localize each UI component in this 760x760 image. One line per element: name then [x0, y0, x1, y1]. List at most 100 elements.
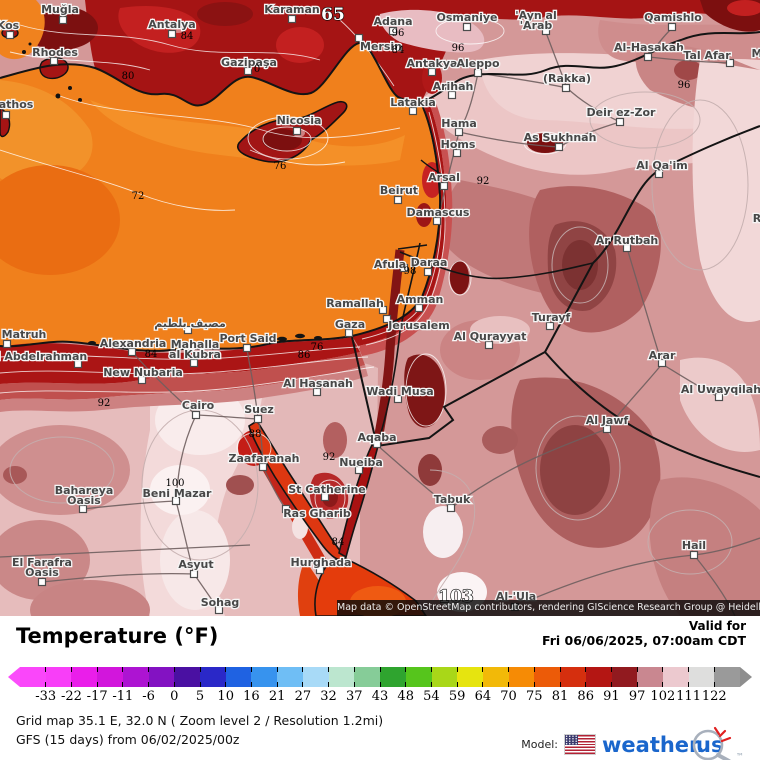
city-label: Wadi Musa	[366, 385, 433, 398]
city-marker	[654, 169, 664, 179]
scale-segment	[96, 667, 123, 687]
scale-tick-label: 91	[603, 689, 620, 704]
city-label: Antakya	[407, 57, 458, 70]
magnifier-handle-icon	[716, 753, 731, 760]
city-label: Gaza	[335, 318, 365, 331]
city-marker	[667, 22, 677, 32]
city-marker	[388, 26, 398, 36]
city-label: M	[752, 47, 760, 60]
city-marker	[446, 503, 456, 513]
city-marker	[258, 462, 268, 472]
city-label: Tabuk	[434, 493, 471, 506]
scale-tick-label: 54	[423, 689, 440, 704]
city-marker	[191, 410, 201, 420]
scale-segment	[559, 667, 586, 687]
scale-tick-label: 0	[170, 689, 179, 704]
scale-segments	[20, 667, 741, 687]
city-label: Al Uwayqilah	[681, 383, 760, 396]
contour-value: 92	[98, 398, 111, 409]
city-label: Tal Afar	[683, 49, 731, 62]
city-label: Cairo	[182, 399, 215, 412]
city-marker	[622, 243, 632, 253]
city-marker	[243, 66, 253, 76]
temperature-contours-light	[9, 91, 749, 603]
city-marker	[171, 496, 181, 506]
scale-segment	[533, 667, 561, 687]
city-marker	[2, 339, 12, 349]
contour-value: 84	[332, 537, 345, 548]
scale-tick-label: -17	[86, 689, 108, 704]
city-label: Nicosia	[277, 114, 322, 127]
page-title: Temperature (°F)	[16, 624, 219, 648]
scale-tick-label: 43	[371, 689, 389, 704]
scale-segment	[636, 667, 663, 687]
scale-left-arrow-icon	[8, 667, 20, 687]
city-marker	[473, 68, 483, 78]
city-marker	[312, 387, 322, 397]
city-marker	[372, 439, 382, 449]
scale-segment	[405, 667, 432, 687]
city-labels: Muğla Kos Rhodes athos Antalya Karaman Gazipaş…	[0, 2, 760, 611]
valid-datetime: Fri 06/06/2025, 07:00am CDT	[541, 633, 746, 648]
scale-tick-label: 37	[346, 689, 363, 704]
city-marker	[452, 148, 462, 158]
city-label: Arihah	[433, 80, 474, 93]
city-marker	[1, 110, 11, 120]
scale-segment	[611, 667, 638, 687]
scale-segment	[225, 667, 252, 687]
scale-tick-label: 32	[320, 689, 337, 704]
scale-segment	[276, 667, 303, 687]
scale-segment	[713, 667, 741, 687]
city-marker	[414, 303, 424, 313]
city-marker	[137, 375, 147, 385]
city-label: Al Qurayyat	[454, 330, 527, 343]
scale-segment	[482, 667, 509, 687]
city-label: Hurghada	[291, 556, 352, 569]
coastal-lagoons	[88, 333, 322, 345]
valid-time-block: Valid for Fri 06/06/2025, 07:00am CDT	[542, 619, 746, 648]
us-flag-icon	[565, 734, 595, 754]
city-label: Mersin	[360, 40, 402, 53]
contour-value: 84	[145, 349, 158, 360]
color-scale-bar	[8, 667, 752, 687]
city-marker	[432, 216, 442, 226]
contour-value: 72	[132, 191, 145, 202]
city-label: El Farafra Oasis	[12, 556, 72, 579]
model-label: Model:	[521, 737, 558, 751]
city-label: Hama	[441, 117, 477, 130]
city-markers	[1, 14, 735, 615]
city-marker	[554, 142, 564, 152]
magnifier-lens-icon	[692, 729, 724, 760]
city-label: Qamishlo	[644, 11, 702, 24]
city-label: Arsal	[428, 171, 460, 184]
city-marker	[439, 181, 449, 191]
model-run-info: GFS (15 days) from 06/02/2025/00z	[16, 731, 240, 747]
city-label: Asyut	[178, 558, 213, 571]
temperature-contours	[0, 17, 567, 517]
city-label: Al Hasanah	[283, 377, 353, 390]
city-marker	[393, 394, 403, 404]
scale-tick-label: 64	[474, 689, 492, 704]
city-label: Afula	[374, 258, 406, 271]
city-label: Antalya	[148, 18, 195, 31]
city-marker	[354, 33, 364, 43]
scale-tick-labels: -33 -22 -17 -11 -6 0 5 10 16 21 27 32 37 43 48 54 59 64 70…	[20, 689, 740, 705]
city-marker	[354, 465, 364, 475]
contour-value: 96	[678, 80, 691, 91]
city-label: Kos	[0, 19, 20, 32]
city-marker	[183, 325, 193, 335]
contour-value: 84	[181, 31, 194, 42]
city-marker	[602, 424, 612, 434]
map-attribution: Map data © OpenStreetMap contributors, r…	[337, 600, 760, 616]
city-label: Ramallah	[326, 297, 384, 310]
contour-value: 84	[392, 45, 405, 56]
contour-value: 92	[323, 452, 336, 463]
city-label: Aleppo	[456, 57, 499, 70]
scale-segment	[70, 667, 98, 687]
city-marker	[643, 52, 653, 62]
city-label: As Sukhnah	[524, 131, 597, 144]
extreme-value: 65	[321, 5, 345, 25]
city-label: Muğla	[41, 3, 79, 16]
scale-segment	[379, 667, 406, 687]
